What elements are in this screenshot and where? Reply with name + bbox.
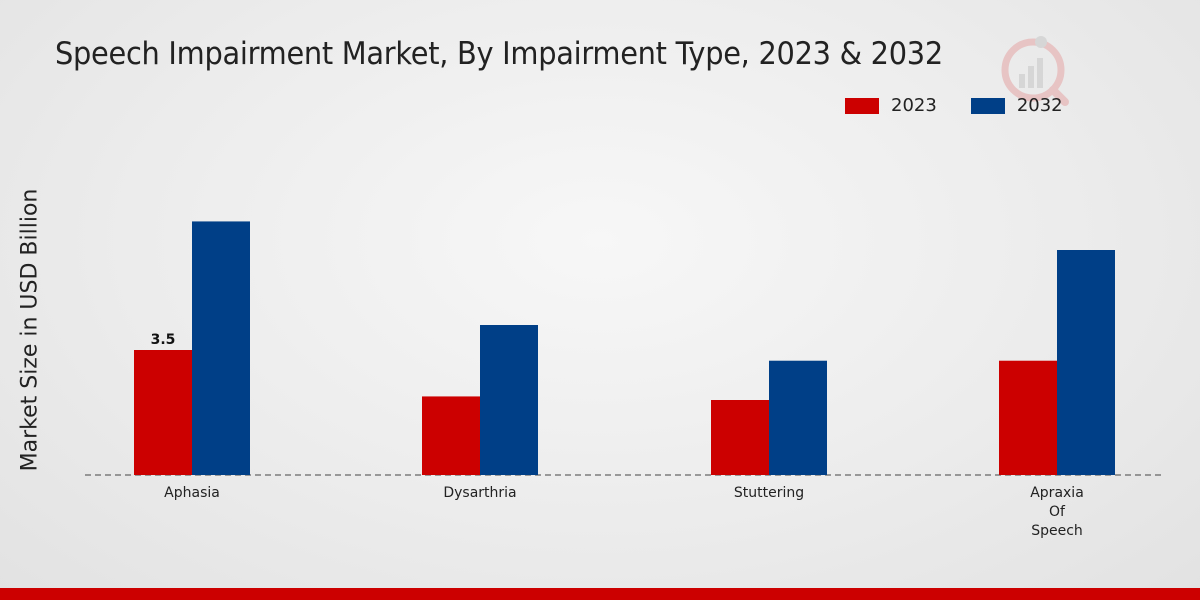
legend: 2023 2032 xyxy=(845,95,1097,116)
bar-2023-stuttering xyxy=(711,400,769,475)
legend-item-2023: 2023 xyxy=(845,95,937,116)
bar-2032-stuttering xyxy=(769,360,827,475)
bar-2032-apraxia-of-speech xyxy=(1057,250,1115,475)
legend-swatch-2023 xyxy=(845,97,879,114)
x-tick-label: Stuttering xyxy=(734,485,804,501)
legend-label-2032: 2032 xyxy=(1016,95,1063,116)
bar-2023-dysarthria xyxy=(422,396,480,475)
legend-swatch-2032 xyxy=(970,97,1005,114)
x-tick-label: Dysarthria xyxy=(443,485,516,501)
chart-title: Speech Impairment Market, By Impairment … xyxy=(55,36,943,72)
bottom-accent-bar xyxy=(0,588,1200,600)
x-tick-label: Aphasia xyxy=(164,485,220,501)
x-tick-label: Apraxia Of Speech xyxy=(1030,485,1084,539)
bar-2023-aphasia xyxy=(134,350,192,475)
legend-label-2023: 2023 xyxy=(891,95,937,116)
legend-item-2032: 2032 xyxy=(970,95,1063,116)
bar-2032-aphasia xyxy=(192,221,250,475)
logo-icon xyxy=(1001,36,1069,106)
bar-2032-dysarthria xyxy=(480,325,538,475)
bar-2023-apraxia-of-speech xyxy=(999,360,1057,475)
data-label: 3.5 xyxy=(151,332,176,348)
